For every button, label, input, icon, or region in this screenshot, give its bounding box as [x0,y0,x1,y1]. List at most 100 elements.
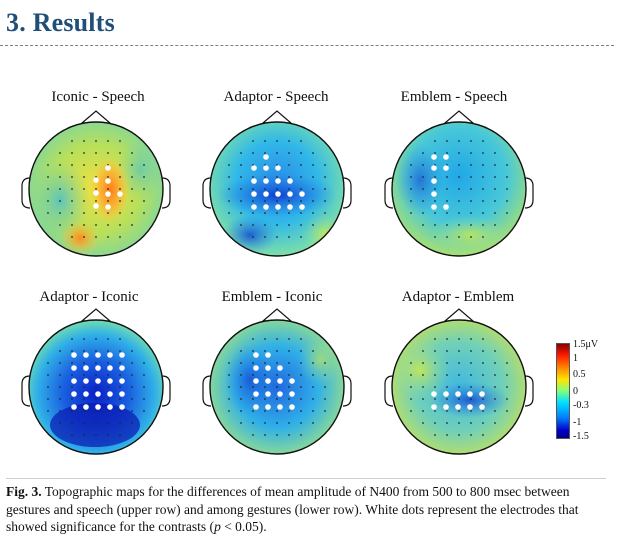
electrode-marker [240,398,242,400]
electrode-marker [300,362,302,364]
electrode-marker [252,200,254,202]
electrode-marker [324,200,326,202]
significant-electrode-dot [71,378,77,384]
scale-label: -1.5 [573,431,589,442]
caption-tail: < 0.05). [220,519,267,534]
electrode-marker [312,224,314,226]
electrode-marker [446,338,448,340]
electrode-marker [59,212,61,214]
significant-electrode-dot [467,391,473,397]
electrode-marker [143,362,145,364]
electrode-marker [482,350,484,352]
electrode-marker [482,338,484,340]
significant-electrode-dot [95,391,101,397]
electrode-marker [228,386,230,388]
electrode-marker [252,338,254,340]
electrode-marker [300,152,302,154]
significant-electrode-dot [275,204,281,210]
electrode-marker [252,140,254,142]
electrode-marker [458,338,460,340]
electrode-marker [458,200,460,202]
electrode-marker [312,188,314,190]
electrode-marker [264,212,266,214]
electrode-marker [107,410,109,412]
electrode-marker [264,236,266,238]
electrode-marker [506,362,508,364]
electrode-marker [131,224,133,226]
electrode-marker [47,410,49,412]
electrode-marker [288,224,290,226]
electrode-marker [422,200,424,202]
electrode-marker [47,188,49,190]
significant-electrode-dot [83,352,89,358]
electrode-marker [458,362,460,364]
electrode-marker [300,434,302,436]
electrode-marker [131,188,133,190]
electrode-marker [143,200,145,202]
caption-p: p [214,519,221,534]
significant-electrode-dot [287,191,293,197]
significant-electrode-dot [71,352,77,358]
electrode-marker [446,434,448,436]
caption-text: Topographic maps for the differences of … [6,484,579,534]
electrode-marker [264,200,266,202]
electrode-marker [240,410,242,412]
electrode-marker [276,176,278,178]
significant-electrode-dot [251,178,257,184]
electrode-marker [95,164,97,166]
electrode-marker [59,176,61,178]
electrode-marker [312,164,314,166]
significant-electrode-dot [263,178,269,184]
electrode-marker [276,200,278,202]
electrode-marker [71,188,73,190]
electrode-marker [276,224,278,226]
electrode-marker [458,212,460,214]
electrode-marker [300,224,302,226]
electrode-marker [47,164,49,166]
electrode-marker [59,164,61,166]
electrode-marker [434,140,436,142]
electrode-marker [482,212,484,214]
electrode-marker [422,164,424,166]
significant-electrode-dot [265,365,271,371]
electrode-marker [95,188,97,190]
electrode-marker [288,386,290,388]
electrode-marker [71,200,73,202]
electrode-marker [95,338,97,340]
electrode-marker [446,362,448,364]
electrode-marker [434,212,436,214]
electrode-marker [143,410,145,412]
electrode-marker [240,386,242,388]
electrode-marker [95,152,97,154]
electrode-marker [119,212,121,214]
electrode-marker [59,410,61,412]
significant-electrode-dot [287,204,293,210]
electrode-marker [506,386,508,388]
electrode-marker [446,410,448,412]
electrode-marker [300,212,302,214]
electrode-marker [131,398,133,400]
significant-electrode-dot [277,378,283,384]
map-title-adaptor-emblem: Adaptor - Emblem [401,289,515,305]
scale-label: 1.5μV [573,339,599,350]
color-scale-bar [556,343,570,439]
electrode-marker [119,410,121,412]
electrode-marker [47,176,49,178]
electrode-marker [119,398,121,400]
electrode-marker [95,374,97,376]
electrode-marker [131,422,133,424]
significant-electrode-dot [263,204,269,210]
significant-electrode-dot [251,191,257,197]
electrode-marker [252,374,254,376]
significant-electrode-dot [275,165,281,171]
electrode-marker [324,374,326,376]
electrode-marker [324,386,326,388]
significant-electrode-dot [431,154,437,160]
electrode-marker [482,164,484,166]
electrode-marker [107,338,109,340]
significant-electrode-dot [253,378,259,384]
electrode-marker [494,200,496,202]
electrode-marker [458,350,460,352]
electrode-marker [276,152,278,154]
electrode-marker [240,422,242,424]
